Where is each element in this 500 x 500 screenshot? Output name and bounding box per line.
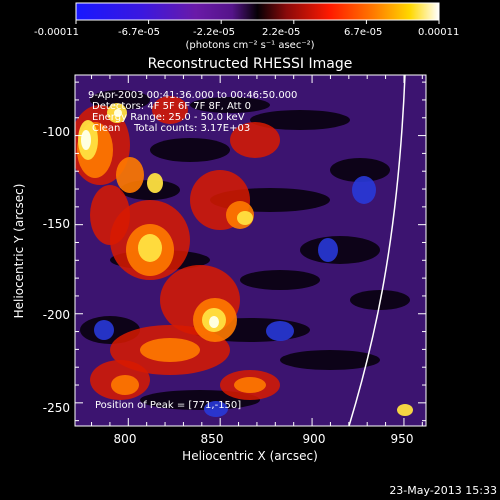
x-tick-label: 900: [303, 432, 326, 446]
heatmap-blob: [209, 316, 219, 328]
y-tick-label: -200: [43, 308, 70, 322]
colorbar-tick-label: 2.2e-05: [262, 27, 300, 38]
solar-limb-line: [348, 75, 406, 426]
heatmap-blob: [280, 350, 380, 370]
colorbar-tick-label: -6.7e-05: [118, 27, 160, 38]
axis-ticks: [75, 75, 426, 426]
detectors-text: Detectors: 4F 5F 6F 7F 8F, Att 0: [92, 101, 251, 112]
total-counts-text: Total counts: 3.17E+03: [133, 123, 250, 134]
heatmap-blob: [230, 122, 280, 158]
colorbar-tick-label: -0.00011: [34, 27, 79, 38]
heatmap-blob: [150, 138, 230, 162]
chart-title: Reconstructed RHESSI Image: [148, 56, 353, 72]
method-text: Clean: [92, 123, 120, 134]
heatmap-blob: [90, 90, 150, 110]
colorbar-tick-label: 6.7e-05: [344, 27, 382, 38]
heatmap-blob: [81, 130, 91, 150]
x-tick-label: 950: [391, 432, 414, 446]
colorbar-tick-label: -2.2e-05: [193, 27, 235, 38]
heatmap-blob: [204, 401, 228, 417]
heatmap-blob: [250, 110, 350, 130]
heatmap-blob: [90, 185, 130, 245]
heatmap-blob: [138, 234, 162, 262]
x-tick-label: 800: [114, 432, 137, 446]
heatmap-blob: [152, 96, 188, 124]
heatmap-blob: [111, 375, 139, 395]
time-range-text: 9-Apr-2003 00:41:36.000 to 00:46:50.000: [88, 90, 297, 101]
colorbar-ticks: [75, 20, 440, 24]
heatmap-blob: [94, 320, 114, 340]
colorbar: -0.00011 -6.7e-05 -2.2e-05 2.2e-05 6.7e-…: [34, 2, 459, 51]
heatmap-blob: [240, 270, 320, 290]
heatmap-blob: [234, 377, 266, 393]
peak-position-text: Position of Peak = [771,-150]: [95, 400, 241, 411]
heatmap-blob: [300, 236, 380, 264]
heatmap-blob: [147, 173, 163, 193]
heatmap-image: [75, 75, 426, 426]
heatmap-blob: [237, 211, 253, 225]
x-axis-label: Heliocentric X (arcsec): [182, 449, 318, 463]
plot-frame: [74, 74, 427, 427]
y-tick-label: -150: [43, 217, 70, 231]
heatmap-blob: [318, 238, 338, 262]
annotation-block: 9-Apr-2003 00:41:36.000 to 00:46:50.000 …: [88, 90, 297, 411]
heatmap-blob: [116, 157, 144, 193]
energy-range-text: Energy Range: 25.0 - 50.0 keV: [92, 112, 245, 123]
heatmap-blob: [397, 404, 413, 416]
colorbar-unit-label: (photons cm⁻² s⁻¹ asec⁻²): [185, 40, 314, 51]
heatmap-blob: [114, 109, 122, 117]
heatmap-blob: [352, 176, 376, 204]
colorbar-gradient: [75, 2, 440, 21]
x-tick-label: 850: [201, 432, 224, 446]
y-tick-label: -250: [43, 401, 70, 415]
heatmap-blob: [190, 97, 270, 113]
colorbar-tick-label: 0.00011: [418, 27, 459, 38]
y-axis-label: Heliocentric Y (arcsec): [12, 184, 26, 319]
heatmap-blob: [140, 338, 200, 362]
y-tick-label: -100: [43, 125, 70, 139]
heatmap-blob: [266, 321, 294, 341]
heatmap-blob: [330, 158, 390, 182]
timestamp: 23-May-2013 15:33: [389, 484, 497, 497]
